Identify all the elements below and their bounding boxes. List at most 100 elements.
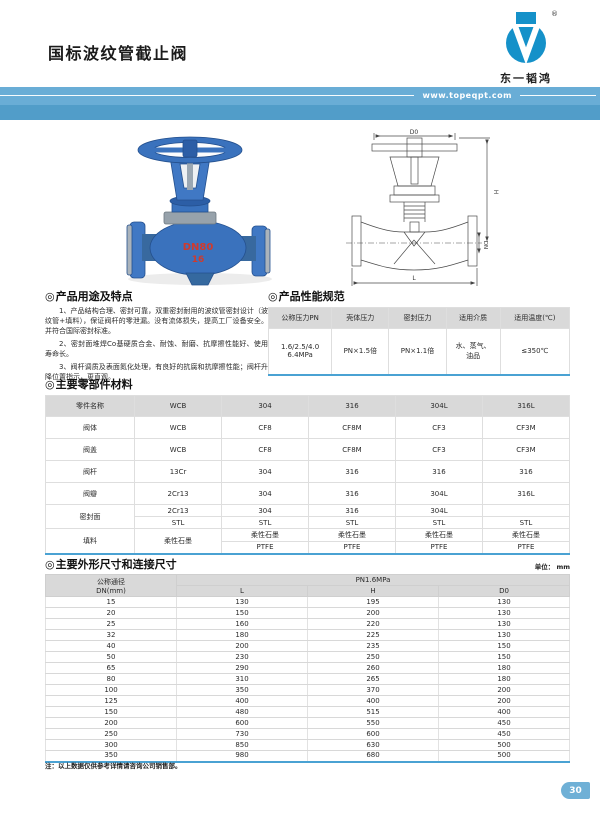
table-cell: 130 (438, 607, 570, 619)
table-cell: 20 (45, 607, 177, 619)
table-cell: 400 (307, 695, 439, 707)
table-cell: 适用介质 (445, 307, 501, 329)
table-cell: WCB (134, 416, 223, 439)
band-rule-line (0, 95, 596, 96)
table-cell: 适用温度(℃) (499, 307, 571, 329)
table-cell: PN×1.1倍 (388, 328, 447, 375)
performance-heading: ◎产品性能规范 (268, 290, 345, 303)
table-cell: 1.6/2.5/4.0 6.4MPa (267, 328, 333, 375)
table-cell: 200 (176, 640, 308, 652)
table-cell: PN1.6MPa (176, 574, 570, 586)
table-cell: 25 (45, 618, 177, 630)
dimensions-table-body: 15 130 195 130 20 150 200 130 25 160 220 130 32 180 22… (45, 596, 570, 762)
table-cell: 65 (45, 662, 177, 674)
section-materials: ◎主要零部件材料 零件名称 WCB 304 316 304L 316L 阀体 WCB CF8 C… (44, 378, 571, 555)
table-cell: 150 (176, 607, 308, 619)
table-cell: 150 (45, 706, 177, 718)
table-cell: 柔性石墨 (394, 528, 483, 542)
table-row: 20 150 200 130 (45, 607, 570, 619)
table-cell: PTFE (481, 541, 571, 554)
performance-table: 公称压力PN 壳体压力 密封压力 适用介质 适用温度(℃) 1.6/2.5/4.0 6.… (267, 307, 571, 376)
feature-paragraph: 1、产品结构合理、密封可靠，双重密封耐用的波纹管密封设计（波纹管+填料），保证阀… (45, 307, 268, 335)
table-cell: 柔性石墨 (481, 528, 571, 542)
table-row: 200 600 550 450 (45, 717, 570, 729)
table-row: 250 730 600 450 (45, 728, 570, 740)
table-row: 150 480 515 400 (45, 706, 570, 718)
table-cell: CF8M (308, 438, 396, 461)
header-band-lower (0, 105, 600, 120)
table-cell: CF3M (481, 438, 571, 461)
table-cell: ≤350℃ (499, 328, 571, 375)
table-cell: 200 (438, 684, 570, 696)
table-cell: 填料 (44, 528, 136, 554)
table-cell: 柔性石墨 (308, 528, 396, 542)
table-header-row: 零件名称 WCB 304 316 304L 316L (44, 395, 571, 417)
table-row: 25 160 220 130 (45, 618, 570, 630)
table-cell: 零件名称 (44, 395, 136, 417)
table-cell: 160 (176, 618, 308, 630)
table-row: 阀体 WCB CF8 CF8M CF3 CF3M (44, 416, 571, 439)
table-row: 阀杆 13Cr 304 316 316 316 (44, 460, 571, 483)
table-cell: 200 (438, 695, 570, 707)
table-cell: 2Cr13 (134, 482, 223, 505)
table-cell: 550 (307, 717, 439, 729)
features-heading: ◎产品用途及特点 (45, 290, 133, 303)
table-row: 填料 柔性石墨 柔性石墨 柔性石墨 柔性石墨 柔性石墨 (44, 528, 571, 554)
table-cell: 600 (307, 728, 439, 740)
table-row: 50 230 250 150 (45, 651, 570, 663)
table-cell: 阀体 (44, 416, 136, 439)
section-performance: ◎产品性能规范 公称压力PN 壳体压力 密封压力 适用介质 适用温度(℃) 1.6/2.… (267, 290, 571, 376)
table-cell: 200 (307, 607, 439, 619)
table-cell: 400 (176, 695, 308, 707)
company-logo: ® 东一韬鸿 (490, 10, 562, 86)
table-cell: PN×1.5倍 (331, 328, 390, 375)
feature-paragraph: 2、密封面堆焊Co基硬质合金、耐蚀、耐磨、抗摩擦性能好、使用寿命长。 (45, 340, 268, 358)
table-cell: 180 (438, 673, 570, 685)
valve-dimension-drawing: D0 H DN L (346, 129, 499, 286)
table-cell: 500 (438, 739, 570, 751)
table-cell: 密封压力 (388, 307, 447, 329)
table-cell: 260 (307, 662, 439, 674)
table-cell (481, 504, 571, 517)
table-cell: 250 (45, 728, 177, 740)
table-cell: 150 (438, 640, 570, 652)
table-cell: STL (481, 516, 571, 529)
table-cell: 13Cr (134, 460, 223, 483)
table-cell: 50 (45, 651, 177, 663)
table-cell: 130 (438, 618, 570, 630)
table-cell: 316 (308, 482, 396, 505)
table-row: 密封面 2Cr13 304 316 304L (44, 504, 571, 529)
table-row: 32 180 225 130 (45, 629, 570, 641)
photo-marking-dn: DN80 (183, 242, 214, 253)
table-cell: H (307, 585, 439, 597)
table-cell: 850 (176, 739, 308, 751)
unit-label: 单位： mm (534, 563, 570, 571)
table-cell: 阀杆 (44, 460, 136, 483)
table-cell: 235 (307, 640, 439, 652)
table-cell: 265 (307, 673, 439, 685)
registered-trademark-icon: ® (551, 10, 558, 18)
section-bullet-icon: ◎ (45, 558, 55, 571)
table-cell: 304 (221, 504, 310, 517)
section-bullet-icon: ◎ (268, 290, 278, 303)
table-header-row: 公称通径 DN(mm) PN1.6MPa (45, 574, 570, 597)
table-cell: 304L (394, 395, 483, 417)
table-cell: 125 (45, 695, 177, 707)
website-url: www.topeqpt.com (414, 91, 520, 100)
table-cell: 450 (438, 728, 570, 740)
table-row: 100 350 370 200 (45, 684, 570, 696)
table-cell: CF3 (394, 438, 483, 461)
dim-label-l: L (412, 275, 416, 282)
table-cell: 304 (221, 482, 310, 505)
table-cell: D0 (438, 585, 570, 597)
page-number-badge: 30 (561, 782, 590, 799)
table-cell: PTFE (394, 541, 483, 554)
section-bullet-icon: ◎ (45, 290, 55, 303)
features-paragraphs: 1、产品结构合理、密封可靠，双重密封耐用的波纹管密封设计（波纹管+填料），保证阀… (45, 306, 268, 382)
table-cell: 316 (481, 460, 571, 483)
table-cell: CF8 (221, 438, 310, 461)
table-cell: 300 (45, 739, 177, 751)
table-cell: 500 (438, 750, 570, 762)
table-row: 300 850 630 500 (45, 739, 570, 751)
